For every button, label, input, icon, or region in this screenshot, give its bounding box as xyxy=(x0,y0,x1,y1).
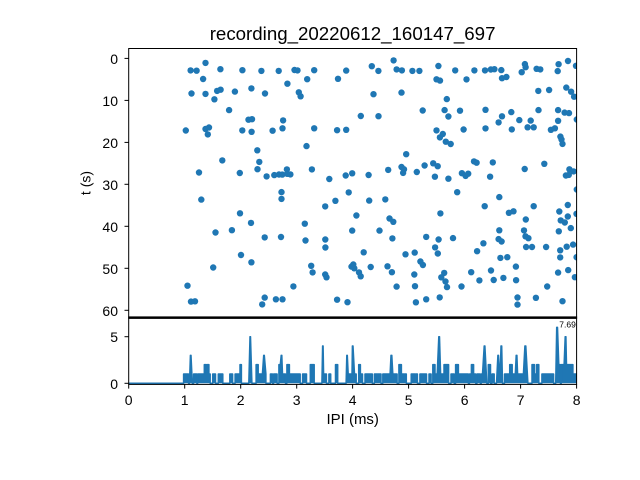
svg-text:60: 60 xyxy=(102,303,118,319)
svg-text:8: 8 xyxy=(573,392,581,408)
svg-text:0: 0 xyxy=(110,51,118,67)
svg-text:recording_20220612_160147_697: recording_20220612_160147_697 xyxy=(210,23,496,45)
svg-text:10: 10 xyxy=(102,93,118,109)
svg-text:7.69: 7.69 xyxy=(559,320,576,330)
svg-text:20: 20 xyxy=(102,135,118,151)
svg-text:3: 3 xyxy=(293,392,301,408)
svg-text:6: 6 xyxy=(461,392,469,408)
svg-text:2: 2 xyxy=(237,392,245,408)
svg-text:1: 1 xyxy=(181,392,189,408)
svg-text:0: 0 xyxy=(125,392,133,408)
svg-text:50: 50 xyxy=(102,261,118,277)
svg-text:IPI (ms): IPI (ms) xyxy=(326,411,379,428)
svg-text:0: 0 xyxy=(110,376,118,392)
svg-text:5: 5 xyxy=(110,329,118,345)
svg-text:4: 4 xyxy=(349,392,357,408)
svg-text:5: 5 xyxy=(405,392,413,408)
svg-text:t (s): t (s) xyxy=(78,171,94,195)
svg-text:40: 40 xyxy=(102,219,118,235)
svg-text:30: 30 xyxy=(102,177,118,193)
svg-text:7: 7 xyxy=(517,392,525,408)
